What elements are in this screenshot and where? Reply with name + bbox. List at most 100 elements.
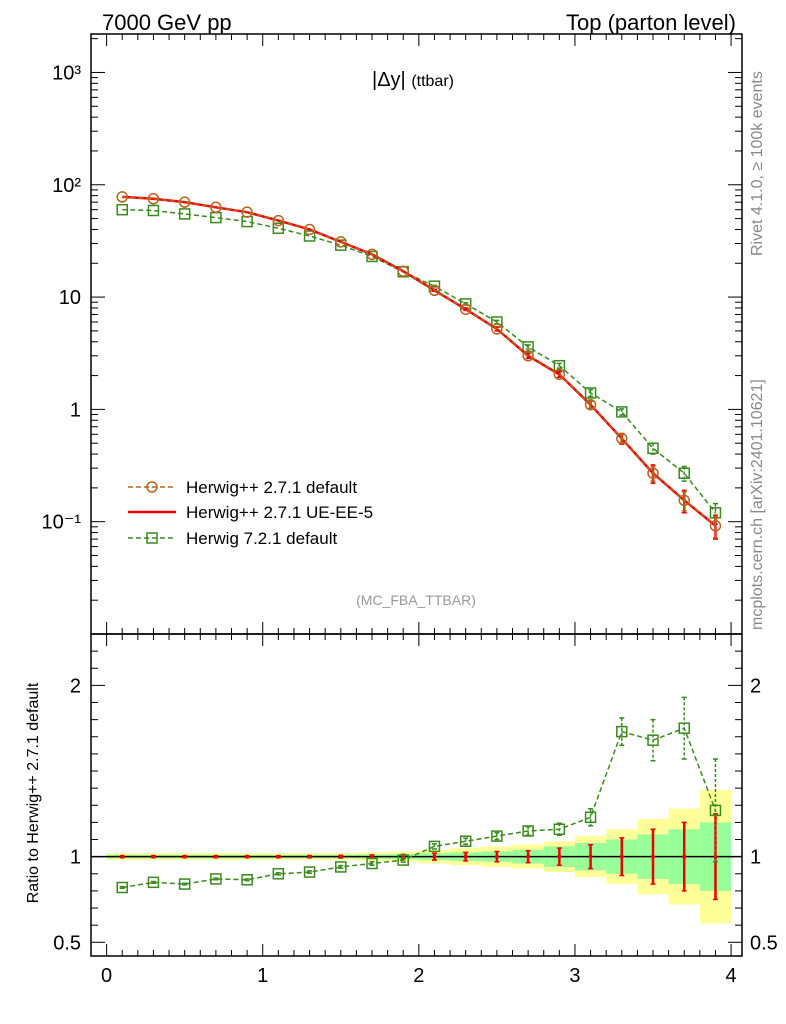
herwigpp-default-point	[366, 248, 378, 261]
herwig7-default-point	[584, 387, 597, 399]
herwigpp-default-point	[553, 368, 566, 381]
legend-label-herwig7-default: Herwig 7.2.1 default	[186, 529, 337, 548]
main-series-marks	[116, 191, 722, 540]
ratio-herwigpp-ueee5-point	[494, 854, 499, 859]
herwig7-default-point	[272, 222, 285, 235]
ratio-herwigpp-ueee5-point	[276, 854, 281, 859]
ratio-herwig7-default-point	[522, 825, 534, 837]
ratio-herwig7-default-point	[709, 804, 722, 817]
ratio-herwig7-default-point	[397, 854, 409, 866]
ratio-y-tick-label-right: 0.5	[750, 932, 778, 954]
herwigpp-default-point	[584, 398, 597, 411]
analysis-watermark: (MC_FBA_TTBAR)	[356, 592, 476, 608]
herwigpp-default-point	[178, 196, 191, 208]
ratio-herwigpp-ueee5-point	[557, 854, 562, 859]
legend-marker-herwigpp-default	[146, 481, 158, 493]
legend-marker-herwig7-default	[146, 532, 158, 544]
herwigpp-default-point	[616, 432, 628, 445]
herwigpp-default-point	[210, 201, 222, 214]
ratio-herwigpp-ueee5-point	[526, 854, 531, 859]
herwig7-default-point	[178, 208, 191, 220]
ratio-herwig7-default-point	[116, 881, 128, 894]
ratio-herwig7-default-point	[647, 734, 659, 746]
ratio-herwigpp-ueee5-point	[151, 854, 156, 859]
herwig7-default-line	[122, 208, 717, 514]
side-label-bottom: mcplots.cern.ch [arXiv:2401.10621]	[749, 379, 766, 630]
herwigpp-default-point	[303, 223, 316, 236]
header-left-label: 7000 GeV pp	[102, 10, 232, 35]
legend: Herwig++ 2.7.1 default Herwig++ 2.7.1 UE…	[128, 478, 373, 548]
ratio-herwig7-default-point	[272, 868, 285, 880]
ratio-herwig7-default-point	[147, 876, 160, 889]
herwigpp-default-point	[335, 236, 347, 248]
herwigpp-default-point	[116, 191, 128, 203]
ratio-herwigpp-ueee5-point	[307, 854, 312, 859]
plot-title: |Δy| (ttbar)	[372, 69, 454, 91]
herwigpp-default-point	[272, 214, 285, 227]
ratio-herwigpp-ueee5-point	[588, 854, 593, 859]
header-right-label: Top (parton level)	[566, 10, 736, 35]
ratio-herwigpp-ueee5-point	[651, 854, 656, 859]
ratio-y-tick-label-right: 2	[750, 675, 761, 697]
ratio-series-marks	[116, 696, 722, 901]
ratio-herwig7-default-point	[428, 840, 441, 853]
ratio-herwigpp-ueee5-point	[182, 854, 187, 859]
ratio-herwig7-default-point	[678, 722, 690, 734]
x-tick-label: 2	[413, 965, 424, 987]
x-tick-label: 3	[569, 965, 580, 987]
ratio-ylabel: Ratio to Herwig++ 2.7.1 default	[25, 682, 42, 903]
ratio-herwig7-default-point	[491, 830, 503, 842]
herwigpp-default-point	[241, 206, 253, 218]
ratio-herwigpp-ueee5-point	[213, 854, 218, 859]
herwigpp-default-line	[122, 196, 716, 527]
ratio-herwig7-default-point	[210, 873, 222, 885]
herwigpp-default-point	[428, 284, 441, 297]
ratio-y-tick-label-right: 1	[750, 847, 761, 869]
ratio-herwigpp-ueee5-point	[682, 854, 687, 859]
ratio-herwig7-default-point	[366, 857, 378, 870]
ratio-uncertainty-bands	[91, 789, 742, 924]
x-tick-label: 4	[726, 965, 737, 987]
ratio-herwigpp-ueee5-point	[120, 854, 125, 859]
ratio-herwigpp-ueee5-point	[619, 854, 624, 859]
ratio-panel-frame	[90, 633, 743, 957]
ratio-herwig7-default-point	[553, 823, 566, 836]
herwigpp-default-point	[709, 520, 722, 532]
herwigpp-default-point	[522, 350, 534, 362]
x-tick-label: 1	[257, 965, 268, 987]
ratio-herwig7-default-point	[584, 811, 597, 824]
herwig7-default-point	[116, 203, 128, 216]
y-tick-label: 10³	[52, 62, 81, 84]
ratio-herwigpp-ueee5-point	[432, 854, 437, 859]
herwig7-default-point	[678, 467, 690, 479]
ratio-herwig7-default-point	[303, 866, 316, 878]
ratio-herwig7-default-point	[616, 725, 628, 738]
y-tick-label: 10²	[52, 175, 81, 197]
plot-title-sub: (ttbar)	[411, 73, 454, 90]
y-tick-label: 1	[70, 399, 81, 421]
legend-label-herwigpp-ueee5: Herwig++ 2.7.1 UE-EE-5	[186, 503, 373, 522]
herwig7-default-point	[616, 406, 628, 418]
herwigpp-default-point	[397, 265, 409, 277]
herwigpp-default-point	[678, 494, 690, 507]
side-label-top: Rivet 4.1.0, ≥ 100k events	[749, 71, 766, 256]
ratio-y-tick-label-left: 2	[70, 675, 81, 697]
ratio-herwigpp-ueee5-point	[338, 854, 343, 859]
legend-label-herwigpp-default: Herwig++ 2.7.1 default	[186, 478, 357, 497]
ratio-herwig7-default-point	[178, 878, 191, 890]
y-tick-label: 10⁻¹	[42, 512, 82, 534]
ratio-herwigpp-ueee5-point	[245, 854, 250, 859]
ratio-herwig7-default-point	[241, 874, 253, 886]
ratio-herwig7-default-point	[335, 861, 347, 873]
plot-title-main: |Δy|	[372, 69, 406, 91]
ratio-y-tick-label-left: 0.5	[53, 932, 81, 954]
ratio-herwigpp-ueee5-point	[370, 854, 375, 859]
herwig7-default-point	[522, 341, 534, 353]
ratio-herwigpp-ueee5-point	[463, 854, 468, 859]
herwig7-default-point	[647, 442, 659, 455]
ratio-herwig7-default-point	[459, 835, 472, 847]
ratio-y-tick-label-left: 1	[70, 847, 81, 869]
x-tick-label: 0	[101, 965, 112, 987]
herwigpp-default-point	[459, 303, 472, 315]
